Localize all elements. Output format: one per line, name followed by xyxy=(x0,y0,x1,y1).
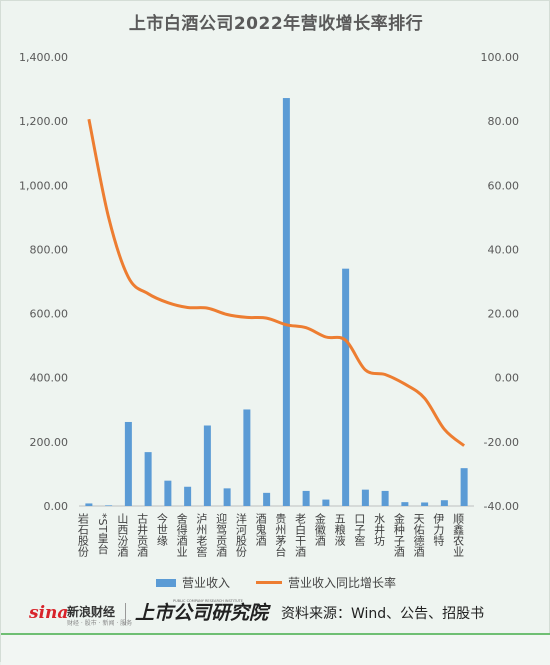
legend: 营业收入 营业收入同比增长率 xyxy=(1,574,550,594)
combo-chart: 0.00 200.00 400.00 600.00 800.00 1,000.00 1,20… xyxy=(19,51,520,558)
revenue-bar xyxy=(203,425,211,506)
left-tick-label: 200.00 xyxy=(30,436,69,449)
left-tick-label: 1,200.00 xyxy=(19,115,68,128)
category-label: 五粮液 xyxy=(333,513,346,547)
category-label: *ST皇台 xyxy=(96,513,109,554)
left-tick-label: 600.00 xyxy=(30,308,69,321)
category-label: 老白干酒 xyxy=(294,513,307,558)
institute-english-name: PUBLIC COMPANY RESEARCH INSTITUTE xyxy=(173,599,243,603)
right-tick-label: 100.00 xyxy=(481,51,520,64)
category-label: 泸州老窖 xyxy=(195,513,208,558)
chart-title: 上市白酒公司2022年营收增长率排行 xyxy=(128,14,424,34)
line-series xyxy=(87,118,466,447)
category-label: 贵州茅台 xyxy=(274,513,287,557)
category-label: 古井贡酒 xyxy=(136,513,149,558)
category-label: 今世缘 xyxy=(155,512,168,546)
bar-series xyxy=(85,98,468,507)
legend-label-revenue: 营业收入 xyxy=(182,576,231,590)
legend-item-revenue: 营业收入 xyxy=(156,574,230,591)
sina-subtitle: 财经 · 股市 · 新闻 · 服务 xyxy=(67,620,133,627)
revenue-bar xyxy=(124,421,132,506)
right-tick-label: -40.00 xyxy=(484,500,519,513)
x-axis-labels: 岩石股份 *ST皇台 山西汾酒 古井贡酒 今世缘 舍得酒业 泸州老窖 迎驾贡酒 洋河股份 酒鬼酒贵… xyxy=(76,512,464,558)
category-label: 迎驾贡酒 xyxy=(215,513,228,558)
revenue-bar xyxy=(85,503,93,506)
source-text: 资料来源：Wind、公告、招股书 xyxy=(281,606,485,622)
sina-logo: sina xyxy=(29,603,69,623)
revenue-bar xyxy=(243,409,251,506)
category-label: 山西汾酒 xyxy=(116,513,129,558)
revenue-bar xyxy=(164,480,172,506)
left-tick-label: 400.00 xyxy=(30,372,69,385)
sina-name: 新浪财经 xyxy=(67,605,116,619)
category-label: 酒鬼酒 xyxy=(254,513,267,547)
revenue-bar xyxy=(401,502,409,506)
left-tick-label: 1,000.00 xyxy=(19,179,68,192)
left-tick-label: 0.00 xyxy=(44,500,69,513)
bottom-strip xyxy=(1,633,550,665)
revenue-bar xyxy=(302,490,310,506)
category-label: 金种子酒 xyxy=(392,512,405,558)
category-label: 舍得酒业 xyxy=(175,512,188,557)
footer: sina 新浪财经 财经 · 股市 · 新闻 · 服务 上市公司研究院 PUBL… xyxy=(1,595,550,633)
right-axis: -40.00 -20.00 0.00 20.00 40.00 60.00 80.00 100.… xyxy=(481,51,520,513)
revenue-bar xyxy=(342,268,350,506)
left-tick-label: 800.00 xyxy=(30,243,69,256)
right-tick-label: -20.00 xyxy=(484,436,519,449)
revenue-bar xyxy=(263,492,271,506)
right-tick-label: 80.00 xyxy=(488,115,520,128)
revenue-bar xyxy=(381,490,389,506)
revenue-bar xyxy=(361,489,369,506)
right-tick-label: 40.00 xyxy=(488,243,520,256)
revenue-bar xyxy=(440,500,448,506)
category-label: 顺鑫农业 xyxy=(452,513,465,557)
legend-bar-swatch xyxy=(156,578,176,587)
category-label: 金徽酒 xyxy=(313,512,326,547)
revenue-bar xyxy=(223,488,231,506)
category-label: 口子窖 xyxy=(353,513,366,547)
right-tick-label: 60.00 xyxy=(488,179,520,192)
revenue-bar xyxy=(322,499,330,506)
category-label: 洋河股份 xyxy=(234,512,247,558)
footer-divider xyxy=(125,603,126,625)
growth-rate-line xyxy=(87,118,466,447)
revenue-bar xyxy=(460,468,468,506)
category-label: 天佑德酒 xyxy=(412,513,425,558)
right-tick-label: 0.00 xyxy=(495,372,520,385)
legend-item-growth: 营业收入同比增长率 xyxy=(256,574,396,591)
institute-name: 上市公司研究院 xyxy=(135,602,269,624)
revenue-bar xyxy=(421,502,429,506)
category-label: 水井坊 xyxy=(373,513,386,546)
category-label: 伊力特 xyxy=(432,513,445,546)
left-tick-label: 1,400.00 xyxy=(19,51,68,64)
revenue-bar xyxy=(282,98,290,507)
category-label: 岩石股份 xyxy=(76,512,89,558)
revenue-bar xyxy=(105,505,113,506)
left-axis: 0.00 200.00 400.00 600.00 800.00 1,000.00 1,20… xyxy=(19,51,68,513)
revenue-bar xyxy=(184,486,192,506)
revenue-bar xyxy=(144,452,152,506)
right-tick-label: 20.00 xyxy=(488,308,520,321)
legend-line-swatch xyxy=(256,581,282,584)
legend-label-growth: 营业收入同比增长率 xyxy=(288,576,397,590)
